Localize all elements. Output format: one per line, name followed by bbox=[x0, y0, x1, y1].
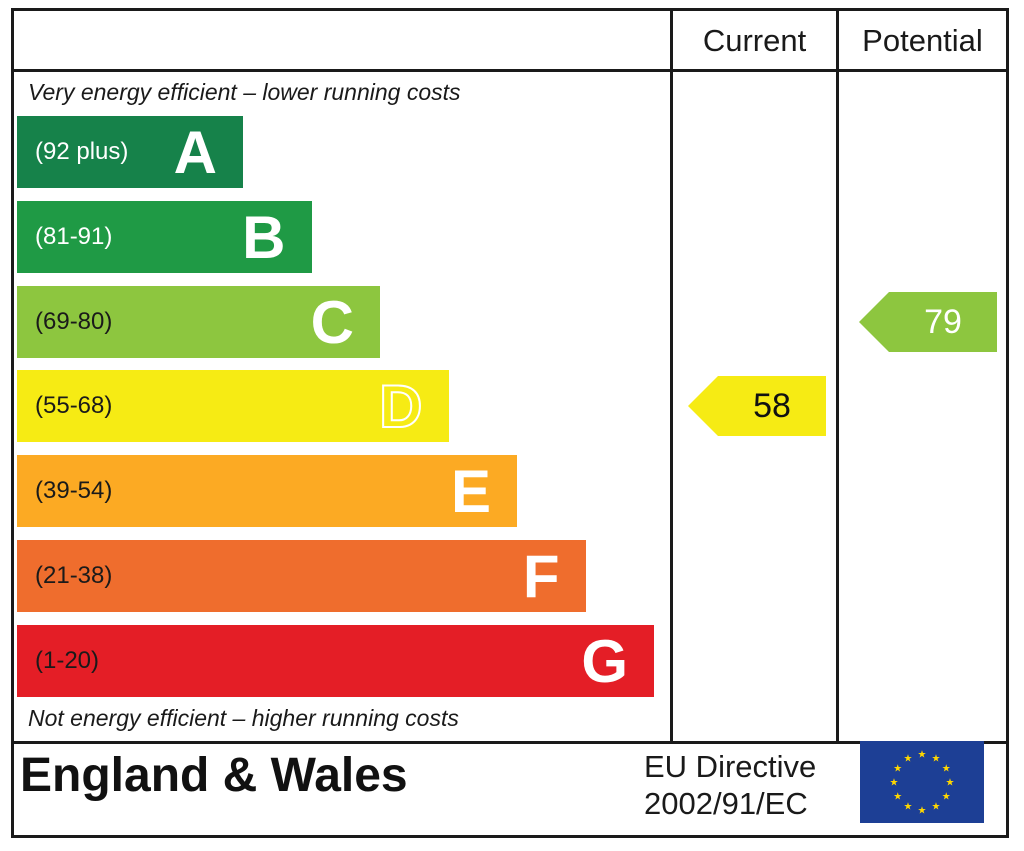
band-g: (1-20) G bbox=[17, 624, 654, 697]
eu-star-icon: ★ bbox=[890, 778, 899, 789]
current-rating-value: 58 bbox=[753, 387, 791, 426]
eu-star-icon: ★ bbox=[904, 753, 913, 764]
top-efficiency-note: Very energy efficient – lower running co… bbox=[28, 79, 461, 105]
eu-star-icon: ★ bbox=[932, 802, 941, 813]
band-range-label: (21-38) bbox=[35, 562, 113, 589]
current-rating-arrow-shape bbox=[688, 376, 826, 437]
current-rating-arrow: 58 bbox=[688, 376, 826, 437]
potential-rating-arrow: 79 bbox=[859, 291, 997, 352]
eu-star-icon: ★ bbox=[942, 764, 951, 775]
band-range-label: (92 plus) bbox=[35, 138, 129, 165]
potential-column-divider bbox=[836, 11, 839, 741]
band-a: (92 plus) A bbox=[17, 116, 243, 188]
band-letter: F bbox=[522, 543, 560, 610]
eu-star-icon: ★ bbox=[946, 778, 955, 789]
potential-column-header: Potential bbox=[862, 23, 983, 58]
eu-directive-line-1: EU Directive bbox=[644, 749, 817, 784]
band-letter: A bbox=[173, 119, 217, 186]
band-range-label: (55-68) bbox=[35, 392, 113, 420]
eu-star-icon: ★ bbox=[932, 753, 941, 764]
eu-flag-icon: ★ ★★★★★★★★★★★ bbox=[860, 741, 984, 823]
band-letter: C bbox=[310, 288, 354, 356]
band-letter: B bbox=[242, 203, 286, 271]
eu-star-icon: ★ bbox=[918, 750, 927, 761]
energy-rating-chart: Current Potential Very energy efficient … bbox=[11, 8, 1009, 838]
region-title: England & Wales bbox=[20, 749, 408, 802]
band-range-label: (81-91) bbox=[35, 222, 113, 250]
eu-star-icon: ★ bbox=[942, 792, 951, 803]
current-column-header: Current bbox=[702, 23, 807, 58]
eu-directive-text: EU Directive 2002/91/EC bbox=[644, 748, 816, 822]
eu-star-icon: ★ bbox=[904, 802, 913, 813]
band-c: (69-80) C bbox=[17, 285, 380, 358]
bottom-efficiency-note: Not energy efficient – higher running co… bbox=[28, 705, 459, 731]
band-range-label: (39-54) bbox=[35, 477, 113, 505]
band-letter: G bbox=[581, 627, 628, 695]
band-range-label: (69-80) bbox=[35, 307, 113, 335]
potential-rating-arrow-shape bbox=[859, 291, 997, 352]
band-f: (21-38) F bbox=[17, 540, 586, 612]
eu-star-icon: ★ bbox=[893, 764, 902, 775]
footer-divider bbox=[14, 741, 1006, 744]
band-e: (39-54) E bbox=[17, 455, 517, 528]
band-range-label: (1-20) bbox=[35, 646, 100, 674]
band-letter: D bbox=[378, 372, 423, 441]
band-letter: E bbox=[450, 458, 491, 526]
potential-rating-value: 79 bbox=[924, 302, 962, 341]
eu-star-icon: ★ bbox=[918, 806, 927, 817]
band-d: (55-68) D bbox=[17, 370, 449, 443]
header-divider bbox=[14, 69, 1006, 72]
band-b: (81-91) B bbox=[17, 200, 312, 273]
eu-directive-line-2: 2002/91/EC bbox=[644, 786, 808, 821]
eu-star-icon: ★ bbox=[893, 792, 902, 803]
current-column-divider bbox=[670, 11, 673, 741]
